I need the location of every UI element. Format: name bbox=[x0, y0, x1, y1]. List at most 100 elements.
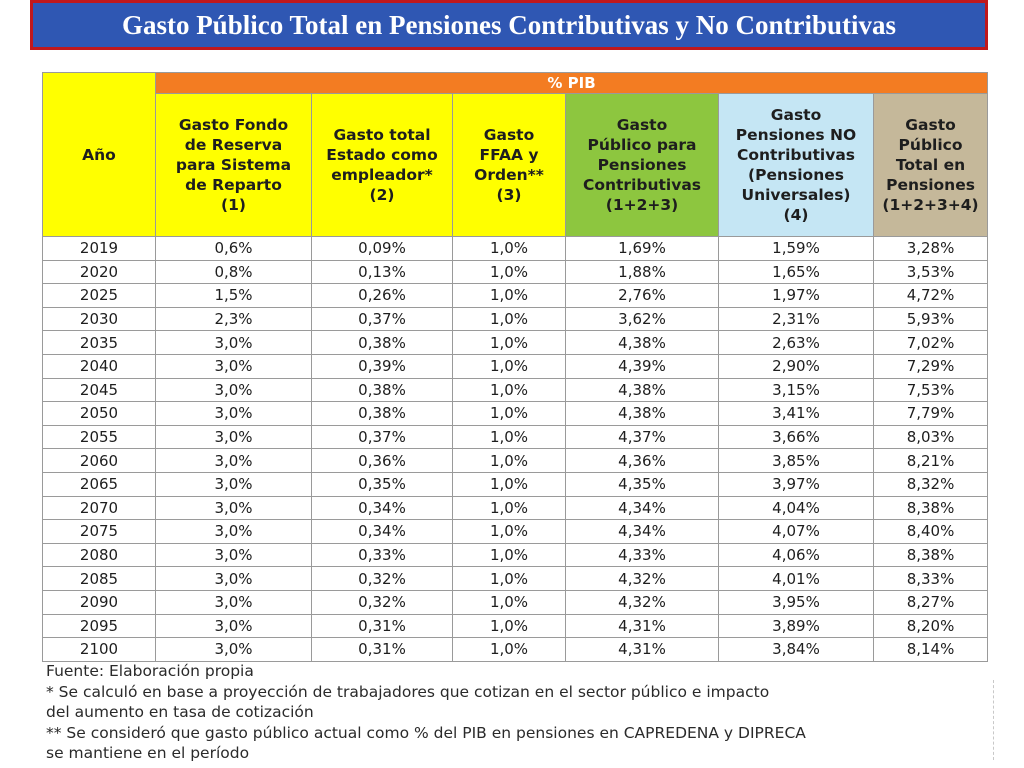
value-cell: 3,97% bbox=[718, 471, 874, 497]
column-header-row: Gasto Fondo de Reserva para Sistema de Repa… bbox=[43, 93, 989, 237]
value-cell: 0,37% bbox=[311, 424, 453, 450]
table-row: 2080 3,0% 0,33% 1,0% 4,33% 4,06% 8,38% bbox=[42, 542, 989, 568]
value-cell: 4,31% bbox=[565, 637, 719, 662]
header-line: FFAA y bbox=[479, 146, 539, 164]
value-cell: 0,32% bbox=[311, 566, 453, 591]
value-cell: 2,63% bbox=[718, 330, 874, 355]
table-row: 2075 3,0% 0,34% 1,0% 4,34% 4,07% 8,40% bbox=[42, 519, 989, 544]
value-cell: 0,31% bbox=[311, 613, 453, 639]
year-cell: 2100 bbox=[42, 637, 156, 662]
value-cell: 1,0% bbox=[452, 542, 566, 568]
header-line: Estado como bbox=[326, 146, 438, 164]
value-cell: 1,88% bbox=[565, 259, 719, 285]
value-cell: 4,38% bbox=[565, 401, 719, 426]
footnote-line: del aumento en tasa de cotización bbox=[46, 703, 314, 721]
pib-group-header: % PIB bbox=[154, 72, 989, 94]
table-row: 2035 3,0% 0,38% 1,0% 4,38% 2,63% 7,02% bbox=[42, 330, 989, 355]
value-cell: 2,76% bbox=[565, 283, 719, 308]
header-line: de Reserva bbox=[184, 136, 283, 154]
value-cell: 3,0% bbox=[155, 613, 312, 639]
value-cell: 0,37% bbox=[311, 306, 453, 332]
table-row: 2019 0,6% 0,09% 1,0% 1,69% 1,59% 3,28% bbox=[42, 236, 989, 261]
value-cell: 8,33% bbox=[872, 566, 989, 591]
table-row: 2055 3,0% 0,37% 1,0% 4,37% 3,66% 8,03% bbox=[42, 424, 989, 450]
value-cell: 1,0% bbox=[452, 448, 566, 473]
value-cell: 1,0% bbox=[452, 259, 566, 285]
table-row: 2090 3,0% 0,32% 1,0% 4,32% 3,95% 8,27% bbox=[42, 589, 989, 615]
value-cell: 3,0% bbox=[155, 377, 312, 403]
footnote-line: ** Se consideró que gasto público actual… bbox=[46, 723, 806, 742]
value-cell: 3,85% bbox=[718, 448, 874, 473]
value-cell: 1,0% bbox=[452, 519, 566, 544]
value-cell: 4,39% bbox=[565, 353, 719, 379]
value-cell: 3,53% bbox=[872, 259, 989, 285]
value-cell: 7,02% bbox=[872, 330, 989, 355]
year-cell: 2045 bbox=[42, 377, 156, 403]
value-cell: 3,0% bbox=[155, 424, 312, 450]
value-cell: 1,97% bbox=[718, 283, 874, 308]
value-cell: 3,0% bbox=[155, 448, 312, 473]
value-cell: 0,6% bbox=[155, 236, 312, 261]
value-cell: 4,72% bbox=[872, 283, 989, 308]
header-line: (2) bbox=[369, 186, 395, 204]
table-row: 2025 1,5% 0,26% 1,0% 2,76% 1,97% 4,72% bbox=[42, 283, 989, 308]
table-row: 2100 3,0% 0,31% 1,0% 4,31% 3,84% 8,14% bbox=[42, 637, 989, 662]
value-cell: 1,0% bbox=[452, 283, 566, 308]
table-row: 2020 0,8% 0,13% 1,0% 1,88% 1,65% 3,53% bbox=[42, 259, 989, 285]
value-cell: 4,38% bbox=[565, 330, 719, 355]
value-cell: 1,0% bbox=[452, 401, 566, 426]
value-cell: 7,53% bbox=[872, 377, 989, 403]
pension-table-container: Año % PIB Gasto Fondo de Reserva para Sist… bbox=[42, 72, 989, 662]
year-cell: 2080 bbox=[42, 542, 156, 568]
table-row: 2045 3,0% 0,38% 1,0% 4,38% 3,15% 7,53% bbox=[42, 377, 989, 403]
value-cell: 4,06% bbox=[718, 542, 874, 568]
header-line: (1+2+3) bbox=[605, 196, 679, 214]
value-cell: 3,0% bbox=[155, 401, 312, 426]
year-cell: 2060 bbox=[42, 448, 156, 473]
value-cell: 0,34% bbox=[311, 495, 453, 521]
value-cell: 8,14% bbox=[872, 637, 989, 662]
header-line: Contributivas bbox=[582, 176, 702, 194]
value-cell: 4,38% bbox=[565, 377, 719, 403]
slide-title: Gasto Público Total en Pensiones Contrib… bbox=[30, 0, 988, 50]
value-cell: 1,5% bbox=[155, 283, 312, 308]
year-cell: 2055 bbox=[42, 424, 156, 450]
value-cell: 3,41% bbox=[718, 401, 874, 426]
reserve-fund-header: Gasto Fondo de Reserva para Sistema de Repa… bbox=[155, 93, 312, 237]
value-cell: 3,0% bbox=[155, 519, 312, 544]
year-cell: 2035 bbox=[42, 330, 156, 355]
value-cell: 7,29% bbox=[872, 353, 989, 379]
value-cell: 4,34% bbox=[565, 519, 719, 544]
value-cell: 3,95% bbox=[718, 589, 874, 615]
header-line: Gasto bbox=[770, 106, 822, 124]
value-cell: 4,07% bbox=[718, 519, 874, 544]
value-cell: 4,35% bbox=[565, 471, 719, 497]
value-cell: 8,21% bbox=[872, 448, 989, 473]
value-cell: 0,38% bbox=[311, 377, 453, 403]
value-cell: 1,0% bbox=[452, 330, 566, 355]
value-cell: 5,93% bbox=[872, 306, 989, 332]
year-cell: 2075 bbox=[42, 519, 156, 544]
value-cell: 8,27% bbox=[872, 589, 989, 615]
year-cell: 2019 bbox=[42, 236, 156, 261]
value-cell: 1,0% bbox=[452, 353, 566, 379]
header-line: Total en bbox=[895, 156, 966, 174]
value-cell: 1,0% bbox=[452, 424, 566, 450]
contributive-header: Gasto Público para Pensiones Contributivas (… bbox=[565, 93, 719, 237]
header-line: Gasto total bbox=[333, 126, 431, 144]
value-cell: 1,59% bbox=[718, 236, 874, 261]
header-line: Gasto bbox=[905, 116, 956, 134]
table-row: 2095 3,0% 0,31% 1,0% 4,31% 3,89% 8,20% bbox=[42, 613, 989, 639]
value-cell: 4,34% bbox=[565, 495, 719, 521]
header-line: de Reparto bbox=[185, 176, 282, 194]
value-cell: 4,01% bbox=[718, 566, 874, 591]
header-line: (1) bbox=[221, 196, 246, 214]
header-line: (4) bbox=[783, 206, 809, 224]
table-row: 2060 3,0% 0,36% 1,0% 4,36% 3,85% 8,21% bbox=[42, 448, 989, 473]
year-cell: 2095 bbox=[42, 613, 156, 639]
header-line: Pensiones bbox=[597, 156, 687, 174]
value-cell: 4,32% bbox=[565, 589, 719, 615]
value-cell: 0,35% bbox=[311, 471, 453, 497]
year-cell: 2025 bbox=[42, 283, 156, 308]
value-cell: 3,84% bbox=[718, 637, 874, 662]
